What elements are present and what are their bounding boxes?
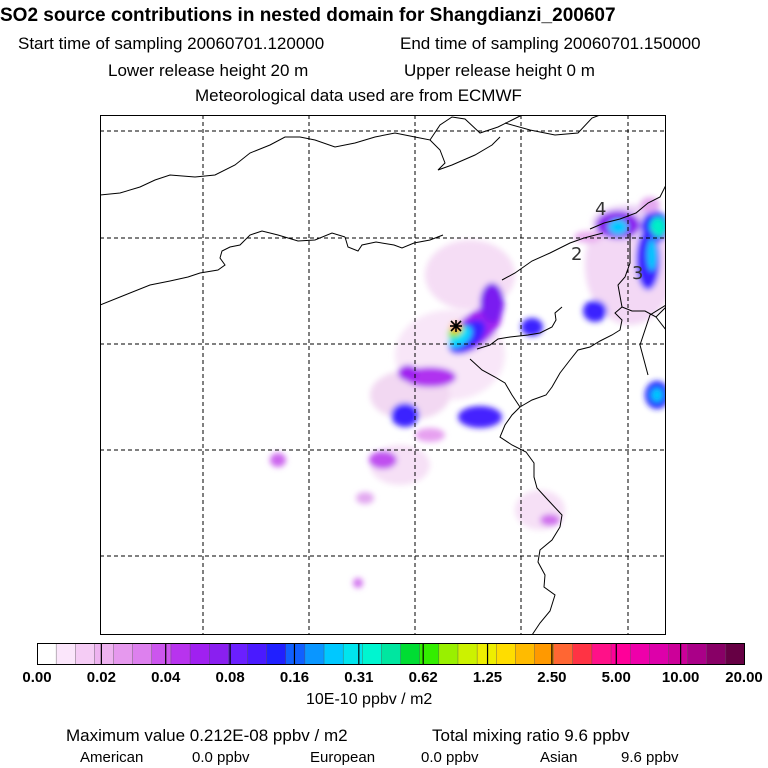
colorbar-tick-label: 0.04 [151, 669, 181, 686]
colorbar-cell [381, 643, 402, 665]
colorbar-cell [304, 643, 325, 665]
colorbar-cell [75, 643, 96, 665]
colorbar-tick-label: 0.31 [344, 669, 374, 686]
colorbar-cell [362, 643, 383, 665]
colorbar-cell [189, 643, 211, 665]
colorbar-cell [151, 643, 172, 665]
colorbar-cell [209, 643, 230, 665]
colorbar-cell [553, 643, 574, 665]
colorbar-cell [649, 643, 670, 665]
american-value: 0.0 ppbv [192, 749, 250, 766]
colorbar-cell [285, 643, 306, 665]
station-label-3: 3 [632, 263, 643, 284]
colorbar-cell [572, 643, 593, 665]
colorbar-cell [323, 643, 344, 665]
colorbar-cell [706, 643, 727, 665]
colorbar-tick-label: 1.25 [472, 669, 503, 686]
start-time: Start time of sampling 20060701.120000 [18, 34, 325, 53]
colorbar-cell [266, 643, 287, 665]
colorbar-cell [668, 643, 689, 665]
colorbar-cell [342, 643, 364, 665]
colorbar-cell [55, 643, 77, 665]
colorbar-cell [37, 643, 57, 665]
colorbar-cell [534, 643, 555, 665]
colorbar-cell [228, 643, 249, 665]
maximum-value: Maximum value 0.212E-08 ppbv / m2 [66, 726, 348, 745]
colorbar [37, 643, 745, 665]
colorbar-tick-label: 2.50 [537, 669, 567, 686]
colorbar-tick-label: 0.62 [408, 669, 438, 686]
colorbar-tick-label: 0.16 [279, 669, 310, 686]
colorbar-cell [629, 643, 651, 665]
asian-value: 9.6 ppbv [621, 749, 679, 766]
colorbar-tick-label: 0.00 [22, 669, 52, 686]
colorbar-cell [591, 643, 612, 665]
european-label: European [310, 749, 376, 766]
station-label-4: 4 [595, 199, 606, 220]
coastline [100, 115, 666, 635]
page-title: SO2 source contributions in nested domai… [0, 5, 616, 26]
asian-label: Asian [540, 749, 578, 766]
european-value: 0.0 ppbv [421, 749, 479, 766]
concentration-field [270, 197, 666, 588]
colorbar-cell [94, 643, 115, 665]
colorbar-cell [438, 643, 459, 665]
colorbar-tick-label: 5.00 [601, 669, 631, 686]
map-panel: 4 2 3 [100, 115, 666, 635]
colorbar-cell [113, 643, 134, 665]
colorbar-cell [247, 643, 268, 665]
colorbar-cell [496, 643, 517, 665]
colorbar-tick-label: 0.08 [215, 669, 245, 686]
colorbar-unit: 10E-10 ppbv / m2 [306, 691, 433, 708]
colorbar-cell [725, 643, 745, 665]
colorbar-cell [515, 643, 536, 665]
american-label: American [80, 749, 144, 766]
colorbar-cell [400, 643, 421, 665]
graticule [100, 115, 666, 635]
colorbar-cell [610, 643, 631, 665]
colorbar-cell [170, 643, 191, 665]
colorbar-cell [687, 643, 708, 665]
end-time: End time of sampling 20060701.150000 [400, 34, 701, 53]
colorbar-tick-label: 10.00 [661, 669, 700, 686]
met-data-note: Meteorological data used are from ECMWF [195, 86, 522, 105]
colorbar-tick-label: 0.02 [86, 669, 116, 686]
colorbar-tick-label: 20.00 [725, 669, 763, 686]
station-marker [450, 320, 462, 332]
station-label-2: 2 [571, 244, 582, 265]
upper-release-height: Upper release height 0 m [404, 61, 595, 80]
total-mixing-ratio: Total mixing ratio 9.6 ppbv [432, 726, 630, 745]
lower-release-height: Lower release height 20 m [108, 61, 309, 80]
colorbar-cell [457, 643, 478, 665]
colorbar-cell [132, 643, 153, 665]
